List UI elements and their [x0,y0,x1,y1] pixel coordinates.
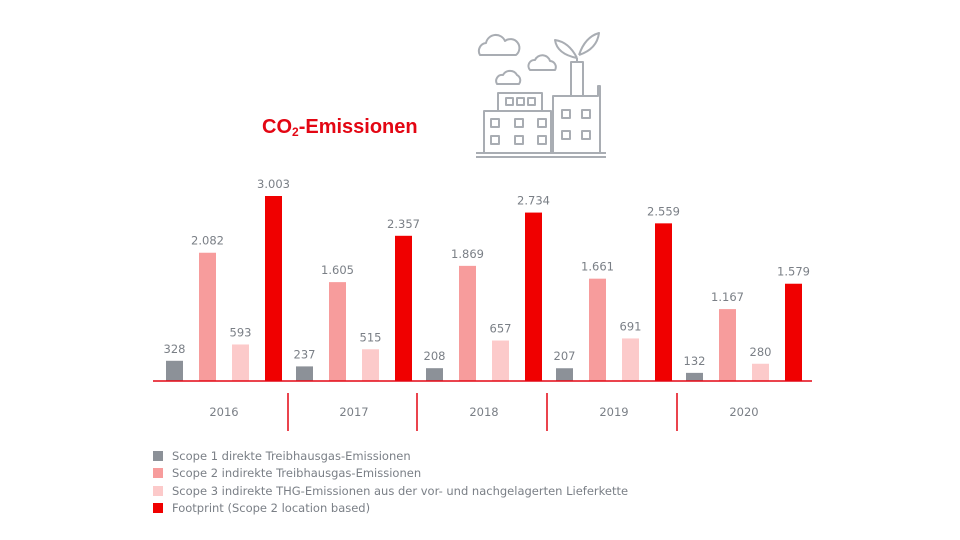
x-tick-label: 2016 [209,405,238,419]
legend-swatch [153,485,163,496]
bar-2017-series-2 [329,282,346,381]
data-label: 515 [360,330,382,344]
bar-2019-series-1 [556,368,573,381]
bar-2017-series-4 [395,235,412,381]
legend-swatch [153,503,163,514]
factory-icon [476,32,606,158]
bar-2019-series-4 [655,223,672,381]
data-label: 207 [554,349,576,363]
x-tick-label: 2018 [469,405,498,419]
bar-2018-series-4 [525,212,542,381]
data-label: 1.605 [321,263,354,277]
data-label: 2.559 [647,204,680,218]
bar-2019-series-3 [622,338,639,381]
bar-2018-series-1 [426,368,443,381]
bar-2016-series-4 [265,196,282,381]
bar-2020-series-2 [719,309,736,381]
bar-2017-series-1 [296,366,313,381]
data-label: 2.357 [387,217,420,231]
title-subscript: 2 [292,125,299,139]
data-label: 1.167 [711,290,744,304]
bar-2018-series-2 [459,265,476,381]
legend-item-scope3: Scope 3 indirekte THG-Emissionen aus der… [153,482,628,500]
data-label: 1.661 [581,260,614,274]
data-label: 593 [230,325,252,339]
data-label: 237 [294,347,316,361]
data-label: 328 [164,342,186,356]
legend-label: Footprint (Scope 2 location based) [172,501,371,516]
data-label: 1.579 [777,265,810,279]
data-label: 657 [490,322,512,336]
legend-swatch [153,468,163,479]
legend-label: Scope 3 indirekte THG-Emissionen aus der… [172,483,629,498]
x-tick-label: 2020 [729,405,758,419]
value-labels-layer: 328 2.082 593 3.003 237 1.605 515 2.357 208 1.869… [164,177,810,368]
bar-2019-series-2 [589,278,606,381]
chart-title: CO2-Emissionen [262,116,418,139]
year-separators [287,393,678,431]
data-label: 691 [620,319,642,333]
bar-2020-series-1 [686,372,703,381]
bar-2017-series-3 [362,349,379,381]
bar-2016-series-3 [232,344,249,381]
x-tick-label: 2019 [599,405,628,419]
bar-2020-series-3 [752,363,769,381]
legend-item-footprint: Footprint (Scope 2 location based) [153,500,628,518]
legend-item-scope1: Scope 1 direkte Treibhausgas-Emissionen [153,447,628,465]
data-label: 208 [424,349,446,363]
title-rest: -Emissionen [298,116,418,138]
data-label: 280 [750,345,772,359]
title-main: CO [262,116,292,138]
bar-2018-series-3 [492,340,509,381]
data-label: 1.869 [451,247,484,261]
bar-2016-series-1 [166,360,183,381]
bar-2016-series-2 [199,252,216,381]
bar-2020-series-4 [785,283,802,381]
legend: Scope 1 direkte Treibhausgas-Emissionen … [153,447,628,517]
data-label: 132 [684,354,706,368]
legend-swatch [153,450,163,461]
legend-item-scope2: Scope 2 indirekte Treibhausgas-Emissione… [153,465,628,483]
data-label: 3.003 [257,177,290,191]
data-label: 2.734 [517,194,550,208]
bars-layer [166,196,802,381]
legend-label: Scope 2 indirekte Treibhausgas-Emissione… [172,466,422,481]
data-label: 2.082 [191,234,224,248]
year-labels-layer: 2016 2017 2018 2019 2020 [209,405,758,419]
x-tick-label: 2017 [339,405,368,419]
legend-label: Scope 1 direkte Treibhausgas-Emissionen [172,448,411,463]
